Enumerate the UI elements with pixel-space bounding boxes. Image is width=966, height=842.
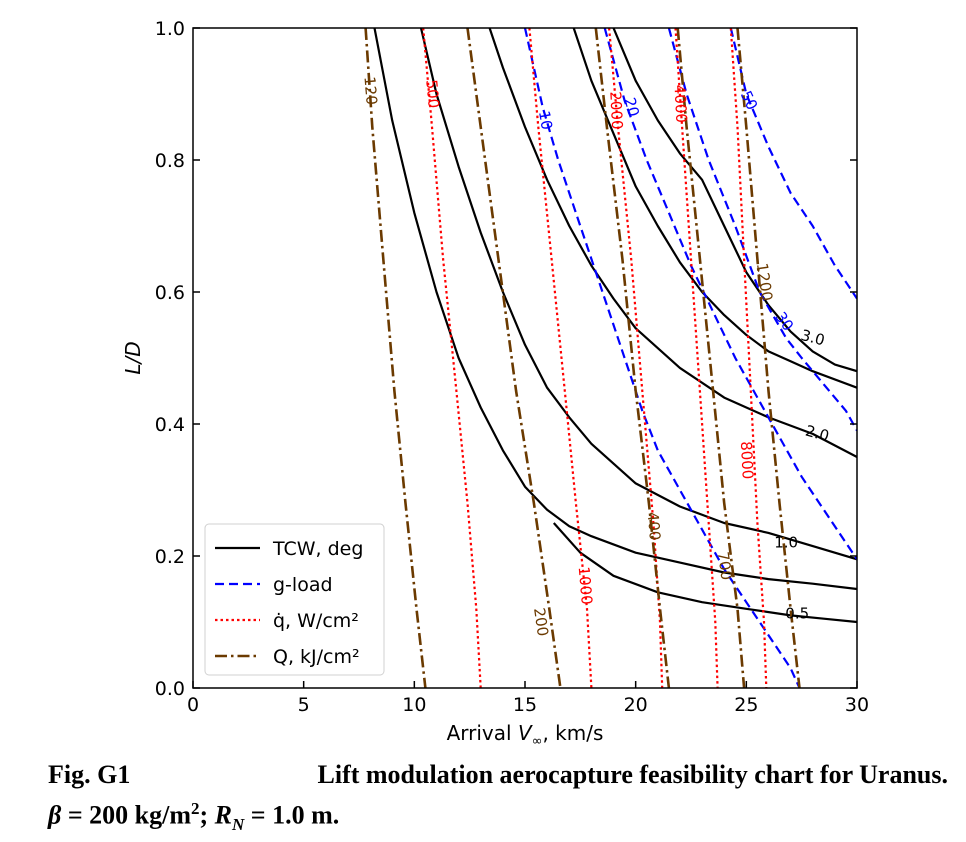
tcw-contour-label-1.0: 1.0 (774, 533, 798, 551)
heatrate-contour-8000 (729, 28, 768, 688)
x-axis-title: Arrival V∞, km/s (447, 721, 604, 749)
gload-contour-label-50: 50 (737, 88, 761, 113)
tcw-contour-0.5 (552, 522, 857, 624)
heatload-contour-120 (364, 28, 427, 688)
tick-layer: 0 5 10 15 20 25 30 0.0 0.2 0.4 0.6 0.8 1.0 (155, 18, 869, 716)
tcw-contour-label-0.5: 0.5 (785, 605, 809, 623)
heatrate-contour-label-2000: 2000 (606, 91, 626, 130)
y-tick-label: 0.4 (155, 414, 185, 436)
gload-contour-label-10: 10 (535, 109, 556, 131)
gload-contour-label-20: 20 (621, 96, 643, 119)
legend: TCW, deg g-load q̇, W/cm² Q, kJ/cm² (204, 523, 385, 676)
heatrate-contour-2000 (608, 28, 664, 688)
x-tick-label: 10 (402, 694, 426, 716)
legend-label-tcw: TCW, deg (272, 538, 363, 560)
tcw-contour-2.0 (419, 28, 857, 561)
gload-contour-20 (603, 28, 857, 560)
caption-parameters: β = 200 kg/m2; RN = 1.0 m. (48, 799, 340, 834)
legend-label-heatload: Q, kJ/cm² (273, 646, 360, 668)
caption-title: Lift modulation aerocapture feasibility … (317, 760, 948, 789)
x-tick-label: 5 (298, 694, 310, 716)
heatload-contour-label-1200: 1200 (753, 262, 776, 302)
y-tick-label: 1.0 (155, 18, 185, 40)
y-tick-label: 0.0 (155, 678, 185, 700)
gload-contour-30 (667, 28, 857, 432)
y-tick-label: 0.6 (155, 282, 185, 304)
tcw-contour-label-3.0: 3.0 (799, 326, 827, 350)
y-tick-label: 0.2 (155, 546, 185, 568)
legend-label-heatrate: q̇, W/cm² (273, 610, 359, 632)
heatload-contour-1200 (736, 28, 801, 688)
caption-number: Fig. G1 (48, 760, 131, 789)
heatload-contour-label-700: 700 (714, 550, 736, 581)
heatrate-contour-label-1000: 1000 (575, 566, 596, 606)
y-tick-label: 0.8 (155, 150, 185, 172)
tcw-contour-1.0 (373, 28, 857, 591)
figure-caption: Fig. G1 Lift modulation aerocapture feas… (48, 758, 948, 842)
heatrate-contour-label-4000: 4000 (670, 84, 690, 123)
heatrate-contour-1000 (528, 28, 593, 688)
tcw-contour-unlabeled-5 (612, 28, 857, 373)
heatload-contour-label-200: 200 (530, 606, 552, 637)
tcw-contour-label-2.0: 2.0 (803, 422, 831, 446)
legend-box (204, 523, 385, 676)
series-layer (364, 28, 857, 688)
heatload-contour-label-400: 400 (644, 511, 664, 541)
y-axis-title: L/D (121, 341, 145, 374)
heatload-contour-700 (676, 28, 746, 688)
heatrate-contour-label-500: 500 (422, 79, 442, 109)
x-tick-label: 15 (513, 694, 537, 716)
legend-label-gload: g-load (273, 574, 333, 596)
gload-contour-50 (729, 28, 857, 300)
x-tick-label: 0 (187, 694, 199, 716)
heatrate-contour-label-8000: 8000 (737, 441, 757, 480)
x-tick-label: 30 (845, 694, 869, 716)
heatrate-contour-500 (422, 28, 482, 688)
x-tick-label: 25 (734, 694, 758, 716)
heatload-contour-200 (466, 28, 562, 688)
gload-contour-10 (523, 28, 801, 688)
x-tick-label: 20 (624, 694, 648, 716)
heatload-contour-label-120: 120 (360, 76, 380, 106)
heatrate-contour-4000 (674, 28, 719, 688)
heatload-contour-400 (594, 28, 671, 688)
